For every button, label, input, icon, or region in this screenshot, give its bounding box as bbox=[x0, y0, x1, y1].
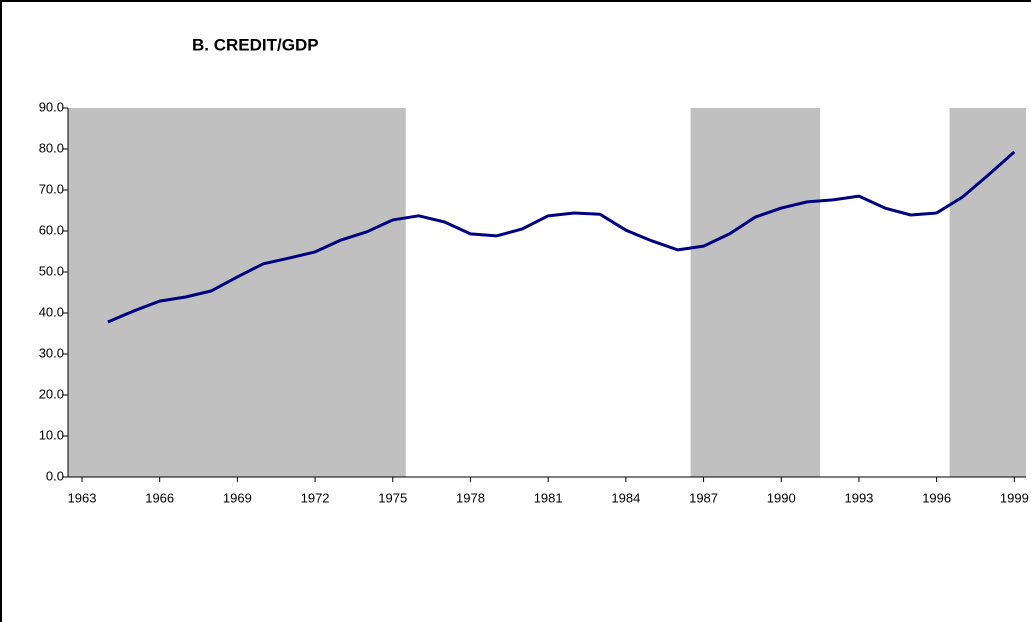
line-series bbox=[107, 150, 1016, 324]
x-tick-label: 1996 bbox=[922, 490, 951, 505]
x-tick-label: 1990 bbox=[767, 490, 796, 505]
y-tick-label: 50.0 bbox=[39, 263, 64, 278]
x-tick-label: 1984 bbox=[611, 490, 640, 505]
y-tick-label: 10.0 bbox=[39, 427, 64, 442]
x-tick-label: 1972 bbox=[301, 490, 330, 505]
shaded-period bbox=[68, 108, 406, 477]
y-tick-label: 20.0 bbox=[39, 386, 64, 401]
x-tick-label: 1975 bbox=[378, 490, 407, 505]
x-tick-label: 1978 bbox=[456, 490, 485, 505]
y-tick-label: 90.0 bbox=[39, 99, 64, 114]
x-tick-label: 1987 bbox=[689, 490, 718, 505]
x-tick-label: 1963 bbox=[68, 490, 97, 505]
y-tick-label: 30.0 bbox=[39, 345, 64, 360]
x-tick-label: 1981 bbox=[534, 490, 563, 505]
chart-title: B. CREDIT/GDP bbox=[192, 35, 319, 54]
y-tick-label: 70.0 bbox=[39, 181, 64, 196]
shaded-period bbox=[949, 108, 1026, 477]
y-tick-label: 80.0 bbox=[39, 140, 64, 155]
x-tick-label: 1966 bbox=[145, 490, 174, 505]
y-tick-label: 40.0 bbox=[39, 304, 64, 319]
y-tick-label: 0.0 bbox=[46, 468, 64, 483]
y-tick-label: 60.0 bbox=[39, 222, 64, 237]
x-tick-label: 1969 bbox=[223, 490, 252, 505]
x-tick-label: 1999 bbox=[1000, 490, 1029, 505]
shaded-period bbox=[690, 108, 821, 477]
x-tick-label: 1993 bbox=[844, 490, 873, 505]
